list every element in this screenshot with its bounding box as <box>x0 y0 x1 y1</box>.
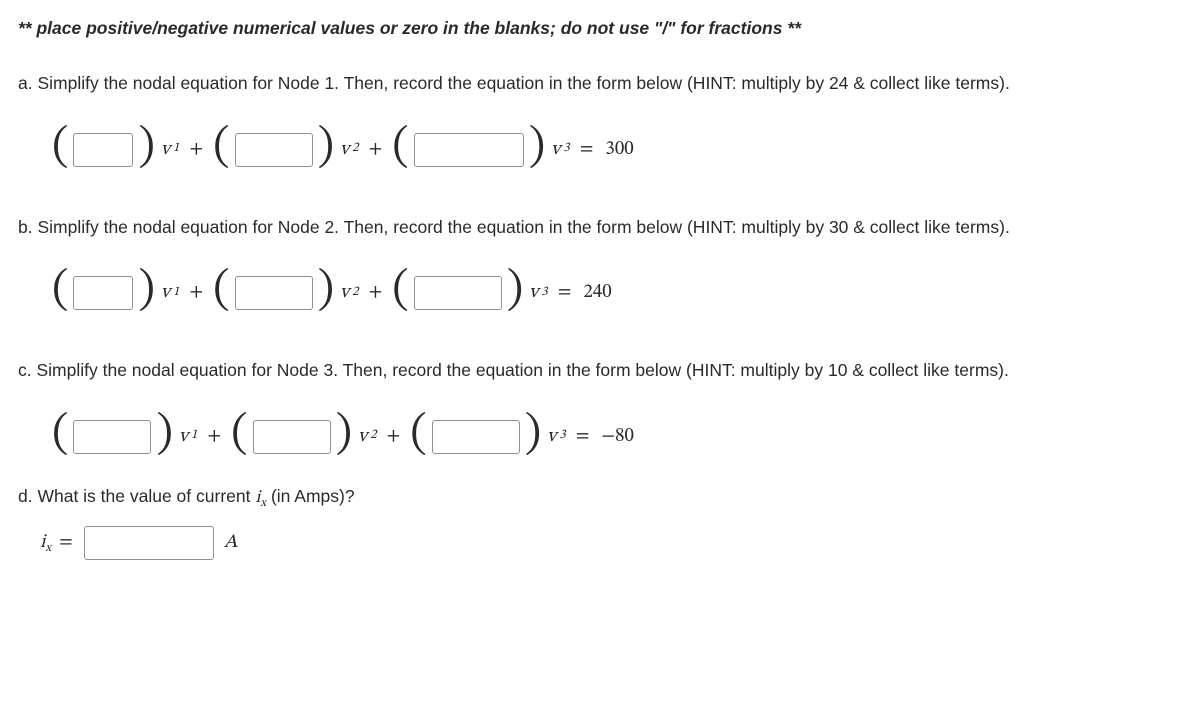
var-v2: v <box>340 279 349 307</box>
part-a-coef-v3-input[interactable] <box>414 133 524 167</box>
plus-op: + <box>369 279 383 307</box>
part-d-ix-input[interactable] <box>84 526 214 560</box>
part-b-coef-v1-input[interactable] <box>73 276 133 310</box>
part-c-prompt: c. Simplify the nodal equation for Node … <box>18 358 1182 383</box>
var-v1: v <box>161 279 170 307</box>
part-d-prompt-lead: d. What is the value of current <box>18 486 255 506</box>
sub-2: 2 <box>352 284 358 303</box>
part-d-prompt: d. What is the value of current ix (in A… <box>18 484 1182 512</box>
lparen-icon: ( <box>213 135 229 160</box>
part-c-rhs: −80 <box>601 423 634 451</box>
part-b-coef-v3-input[interactable] <box>414 276 502 310</box>
plus-op: + <box>189 136 203 164</box>
var-v1: v <box>179 423 188 451</box>
var-v2: v <box>340 136 349 164</box>
lparen-icon: ( <box>52 278 68 303</box>
sub-1: 1 <box>191 427 197 446</box>
rparen-icon: ) <box>156 422 172 447</box>
part-b-coef-v2-input[interactable] <box>235 276 313 310</box>
equals-op: = <box>558 279 572 307</box>
part-a-equation: ( ) v1 + ( ) v2 + ( ) v3 = 300 <box>52 133 1182 167</box>
rparen-icon: ) <box>525 422 541 447</box>
sub-3: 3 <box>563 140 569 159</box>
sub-1: 1 <box>173 140 179 159</box>
lparen-icon: ( <box>231 422 247 447</box>
part-d-prompt-tail: (in Amps)? <box>266 486 355 506</box>
var-v1: v <box>161 136 170 164</box>
rparen-icon: ) <box>138 278 154 303</box>
ix-lhs-sub: x <box>45 542 51 554</box>
var-v3: v <box>547 423 556 451</box>
rparen-icon: ) <box>529 135 545 160</box>
equals-op: = <box>59 529 73 557</box>
plus-op: + <box>189 279 203 307</box>
lparen-icon: ( <box>52 422 68 447</box>
sub-1: 1 <box>173 284 179 303</box>
part-c-coef-v3-input[interactable] <box>432 420 520 454</box>
var-v3: v <box>529 279 538 307</box>
rparen-icon: ) <box>507 278 523 303</box>
ix-lhs: ix <box>40 529 51 557</box>
plus-op: + <box>207 423 221 451</box>
rparen-icon: ) <box>318 135 334 160</box>
lparen-icon: ( <box>392 135 408 160</box>
part-c-coef-v2-input[interactable] <box>253 420 331 454</box>
sub-3: 3 <box>559 427 565 446</box>
part-a-rhs: 300 <box>605 136 633 164</box>
part-b-equation: ( ) v1 + ( ) v2 + ( ) v3 = 240 <box>52 276 1182 310</box>
rparen-icon: ) <box>138 135 154 160</box>
lparen-icon: ( <box>410 422 426 447</box>
rparen-icon: ) <box>336 422 352 447</box>
part-a-prompt: a. Simplify the nodal equation for Node … <box>18 71 1182 96</box>
unit-amp: A <box>224 529 238 557</box>
part-a-coef-v1-input[interactable] <box>73 133 133 167</box>
var-v3: v <box>551 136 560 164</box>
plus-op: + <box>387 423 401 451</box>
equals-op: = <box>576 423 590 451</box>
lparen-icon: ( <box>392 278 408 303</box>
part-a-coef-v2-input[interactable] <box>235 133 313 167</box>
sub-2: 2 <box>352 140 358 159</box>
part-b-prompt: b. Simplify the nodal equation for Node … <box>18 215 1182 240</box>
rparen-icon: ) <box>318 278 334 303</box>
equals-op: = <box>580 136 594 164</box>
part-d-answer-row: ix = A <box>40 526 1182 560</box>
instruction-text: ** place positive/negative numerical val… <box>18 16 1182 41</box>
var-v2: v <box>358 423 367 451</box>
part-b-rhs: 240 <box>583 279 611 307</box>
lparen-icon: ( <box>213 278 229 303</box>
lparen-icon: ( <box>52 135 68 160</box>
sub-2: 2 <box>370 427 376 446</box>
sub-3: 3 <box>541 284 547 303</box>
part-c-equation: ( ) v1 + ( ) v2 + ( ) v3 = −80 <box>52 420 1182 454</box>
part-c-coef-v1-input[interactable] <box>73 420 151 454</box>
plus-op: + <box>369 136 383 164</box>
